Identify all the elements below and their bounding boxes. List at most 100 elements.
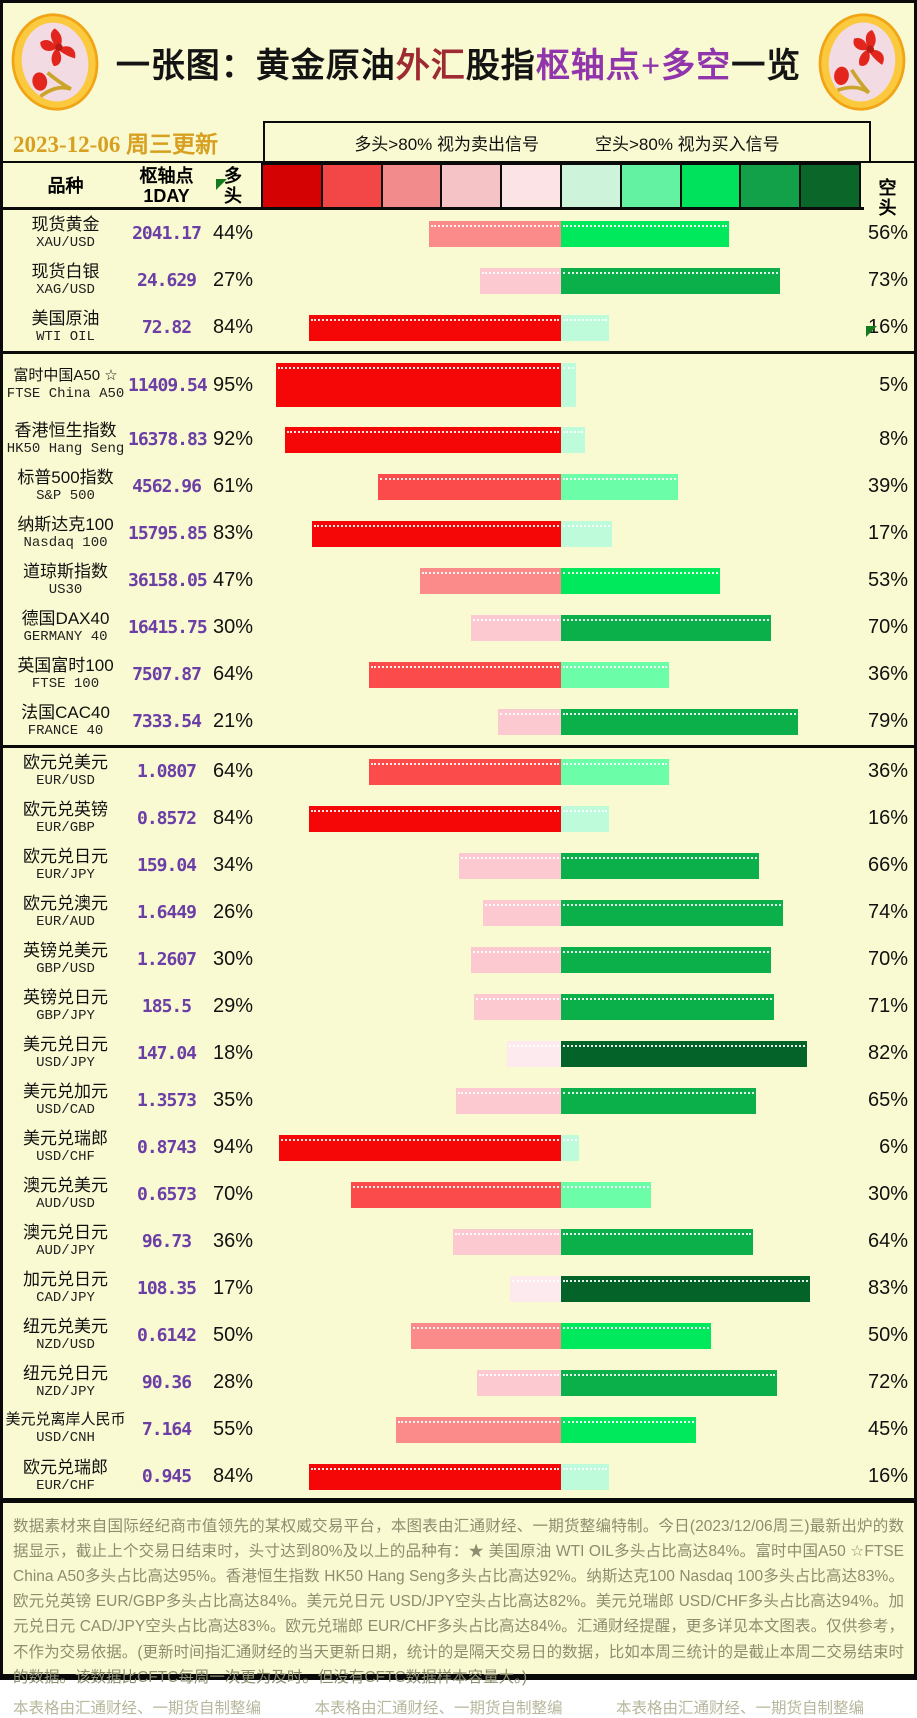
symbol-cell: 欧元兑瑞郎 EUR/CHF: [3, 1457, 128, 1496]
pivot-value: 16415.75: [128, 617, 208, 638]
symbol-name-cn: 加元兑日元: [23, 1270, 108, 1290]
short-percent: 53%: [867, 569, 908, 591]
symbol-cell: 富时中国A50 ☆ FTSE China A50: [3, 367, 128, 403]
short-bar: [561, 614, 771, 641]
pivot-value: 4562.96: [132, 476, 202, 497]
short-bar: [561, 1322, 711, 1349]
scale-swatch: [801, 165, 859, 208]
bar-cell: [261, 842, 861, 889]
table-body: 现货黄金 XAU/USD 2041.17 44% 56% 现货白银 XAG/USD 24.62…: [3, 210, 914, 1503]
symbol-name-cn: 道琼斯指数: [23, 562, 108, 582]
long-bar: [309, 805, 561, 832]
table-row: 德国DAX40 GERMANY 40 16415.75 30% 70%: [3, 604, 914, 651]
long-bar: [369, 661, 561, 688]
bar-cell: [261, 557, 861, 604]
long-percent: 36%: [212, 1230, 254, 1252]
symbol-code: NZD/JPY: [36, 1384, 95, 1401]
table-header: 品种 枢轴点 1DAY 多 头 空 头: [3, 163, 914, 337]
symbol-code: AUD/USD: [36, 1196, 95, 1213]
table-row: 纽元兑美元 NZD/USD 0.6142 50% 50%: [3, 1312, 914, 1359]
bar-cell: [261, 257, 861, 304]
legend-short-signal: 空头>80% 视为买入信号: [595, 134, 780, 154]
long-percent: 34%: [212, 854, 254, 876]
column-header-pivot: 枢轴点 1DAY: [139, 165, 194, 206]
table-row: 法国CAC40 FRANCE 40 7333.54 21% 79%: [3, 698, 914, 748]
symbol-code: S&P 500: [36, 488, 95, 505]
symbol-code: GERMANY 40: [23, 629, 108, 646]
short-percent: 71%: [867, 995, 908, 1017]
table-row: 英镑兑日元 GBP/JPY 185.5 29% 71%: [3, 983, 914, 1030]
symbol-name-cn: 纳斯达克100: [17, 515, 114, 535]
symbol-code: CAD/JPY: [36, 1290, 95, 1307]
bar-cell: [261, 1171, 861, 1218]
short-percent: 66%: [867, 854, 908, 876]
pivot-value: 7.164: [141, 1419, 192, 1440]
symbol-cell: 纳斯达克100 Nasdaq 100: [3, 514, 128, 553]
long-percent: 92%: [212, 428, 254, 450]
bar-cell: [261, 698, 861, 745]
short-bar: [561, 426, 585, 453]
short-bar: [561, 567, 720, 594]
pivot-value: 72.82: [141, 317, 192, 338]
short-bar: [561, 805, 609, 832]
pivot-value: 2041.17: [132, 223, 202, 244]
symbol-name-cn: 欧元兑澳元: [23, 894, 108, 914]
long-bar: [471, 614, 561, 641]
short-bar: [561, 1087, 756, 1114]
short-bar: [561, 1275, 810, 1302]
table-row: 道琼斯指数 US30 36158.05 47% 53%: [3, 557, 914, 604]
symbol-code: FTSE China A50: [6, 385, 125, 402]
short-bar: [561, 1134, 579, 1161]
table-row: 澳元兑日元 AUD/JPY 96.73 36% 64%: [3, 1218, 914, 1265]
symbol-code: EUR/GBP: [36, 820, 95, 837]
header-divider: [3, 207, 864, 210]
short-percent: 17%: [867, 522, 908, 544]
symbol-name-cn: 英镑兑美元: [23, 941, 108, 961]
table-row: 欧元兑瑞郎 EUR/CHF 0.945 84% 16%: [3, 1453, 914, 1503]
footer: 数据素材来自国际经纪商市值领先的某权威交易平台，本图表由汇通财经、一期货整编特制…: [3, 1498, 914, 1717]
short-percent: 83%: [867, 1277, 908, 1299]
table-row: 欧元兑澳元 EUR/AUD 1.6449 26% 74%: [3, 889, 914, 936]
bar-cell: [261, 1030, 861, 1077]
long-bar: [483, 899, 561, 926]
table-row: 欧元兑英镑 EUR/GBP 0.8572 84% 16%: [3, 795, 914, 842]
table-row: 美元兑瑞郎 USD/CHF 0.8743 94% 6%: [3, 1124, 914, 1171]
scale-swatch: [502, 165, 562, 208]
short-percent: 56%: [867, 222, 908, 244]
bar-cell: [261, 354, 861, 416]
date-legend-band: 2023-12-06 周三更新 多头>80% 视为卖出信号 空头>80% 视为买…: [3, 121, 914, 161]
long-percent: 94%: [212, 1136, 254, 1158]
short-percent: 70%: [867, 616, 908, 638]
short-percent: 70%: [867, 948, 908, 970]
long-percent: 64%: [212, 663, 254, 685]
short-percent: 79%: [867, 710, 908, 732]
short-bar: [561, 1416, 696, 1443]
pivot-value: 1.0807: [136, 761, 197, 782]
short-percent: 8%: [879, 428, 908, 450]
symbol-name-cn: 德国DAX40: [21, 609, 110, 629]
symbol-cell: 欧元兑澳元 EUR/AUD: [3, 893, 128, 932]
pivot-value: 159.04: [136, 855, 197, 876]
symbol-cell: 美元兑日元 USD/JPY: [3, 1034, 128, 1073]
table-row: 纽元兑日元 NZD/JPY 90.36 28% 72%: [3, 1359, 914, 1406]
symbol-cell: 现货黄金 XAU/USD: [3, 214, 128, 253]
symbol-code: FTSE 100: [31, 676, 100, 693]
bar-cell: [261, 463, 861, 510]
bar-cell: [261, 889, 861, 936]
symbol-code: EUR/CHF: [36, 1478, 95, 1495]
symbol-code: USD/CHF: [36, 1149, 95, 1166]
update-date: 2023-12-06 周三更新: [13, 132, 219, 157]
table-row: 加元兑日元 CAD/JPY 108.35 17% 83%: [3, 1265, 914, 1312]
gold-coin-flower-icon: [11, 13, 99, 111]
green-wedge-marker-icon: [866, 326, 877, 337]
symbol-cell: 欧元兑英镑 EUR/GBP: [3, 799, 128, 838]
table-row: 纳斯达克100 Nasdaq 100 15795.85 83% 17%: [3, 510, 914, 557]
long-bar: [510, 1275, 561, 1302]
table-row: 香港恒生指数 HK50 Hang Seng 16378.83 92% 8%: [3, 416, 914, 463]
symbol-name-cn: 欧元兑美元: [23, 753, 108, 773]
header: 一张图：黄金原油外汇股指枢轴点+多空一览: [3, 3, 914, 121]
bar-cell: [261, 1453, 861, 1500]
symbol-name-cn: 富时中国A50 ☆: [13, 366, 118, 384]
pivot-value: 108.35: [136, 1278, 197, 1299]
pivot-value: 16378.83: [128, 429, 208, 450]
